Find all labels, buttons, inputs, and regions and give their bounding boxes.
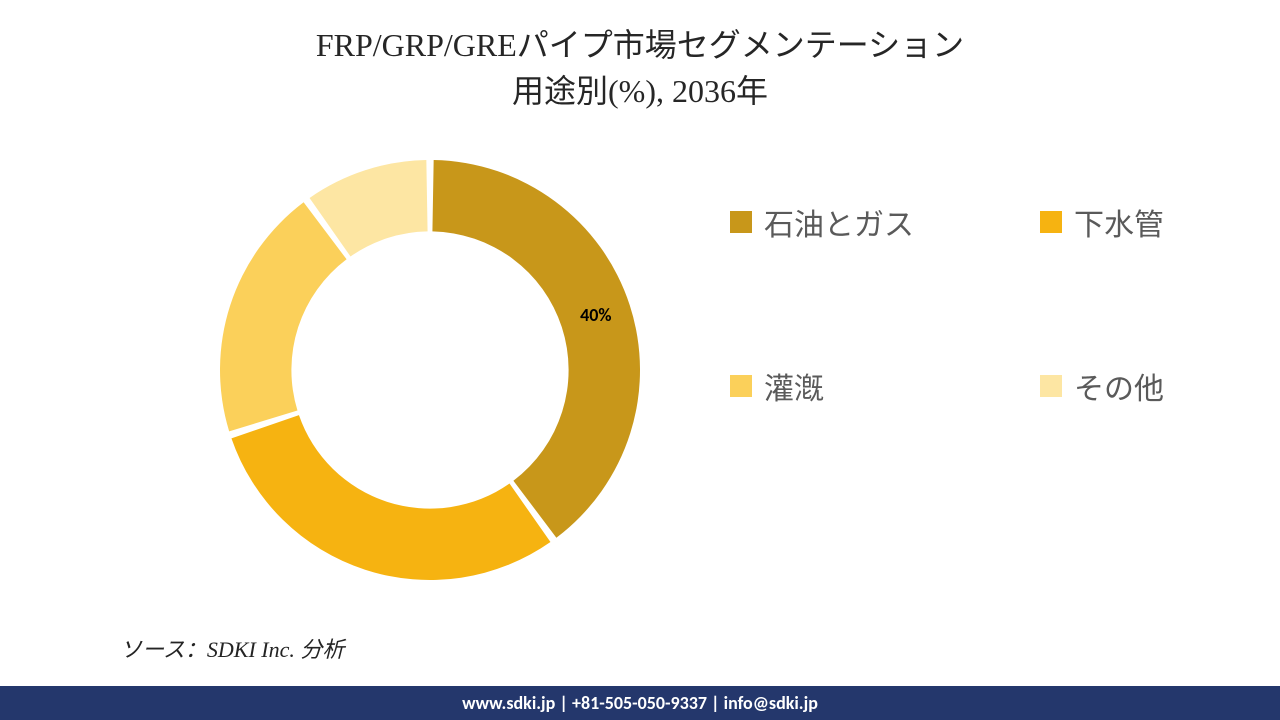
legend-label: 灌漑 <box>764 364 824 408</box>
slice-irrigation <box>220 202 347 431</box>
legend-item-other: その他 <box>1040 364 1240 408</box>
legend-item-irrigation: 灌漑 <box>730 364 930 408</box>
source-text: ソース：SDKI Inc. 分析 <box>120 632 344 664</box>
legend: 石油とガス 下水管 灌漑 その他 <box>730 200 1250 528</box>
slice-oil_gas <box>432 160 640 538</box>
legend-label: 石油とガス <box>764 200 914 244</box>
doughnut-chart: 40% <box>170 130 690 610</box>
legend-swatch <box>730 211 752 233</box>
legend-item-oil-gas: 石油とガス <box>730 200 930 244</box>
chart-title-line2: 用途別(%), 2036年 <box>0 66 1280 112</box>
legend-swatch <box>1040 211 1062 233</box>
legend-label: その他 <box>1074 364 1164 408</box>
legend-swatch <box>1040 375 1062 397</box>
slice-label-oil_gas: 40% <box>580 304 611 326</box>
legend-swatch <box>730 375 752 397</box>
legend-row: 灌漑 その他 <box>730 364 1250 408</box>
footer-text: www.sdki.jp | +81-505-050-9337 | info@sd… <box>462 692 818 714</box>
legend-label: 下水管 <box>1074 200 1164 244</box>
chart-title-line1: FRP/GRP/GREパイプ市場セグメンテーション <box>0 20 1280 66</box>
slice-sewage <box>231 415 550 580</box>
legend-item-sewage: 下水管 <box>1040 200 1240 244</box>
doughnut-svg: 40% <box>170 130 690 610</box>
footer-bar: www.sdki.jp | +81-505-050-9337 | info@sd… <box>0 686 1280 720</box>
legend-row: 石油とガス 下水管 <box>730 200 1250 244</box>
chart-title-block: FRP/GRP/GREパイプ市場セグメンテーション 用途別(%), 2036年 <box>0 20 1280 112</box>
